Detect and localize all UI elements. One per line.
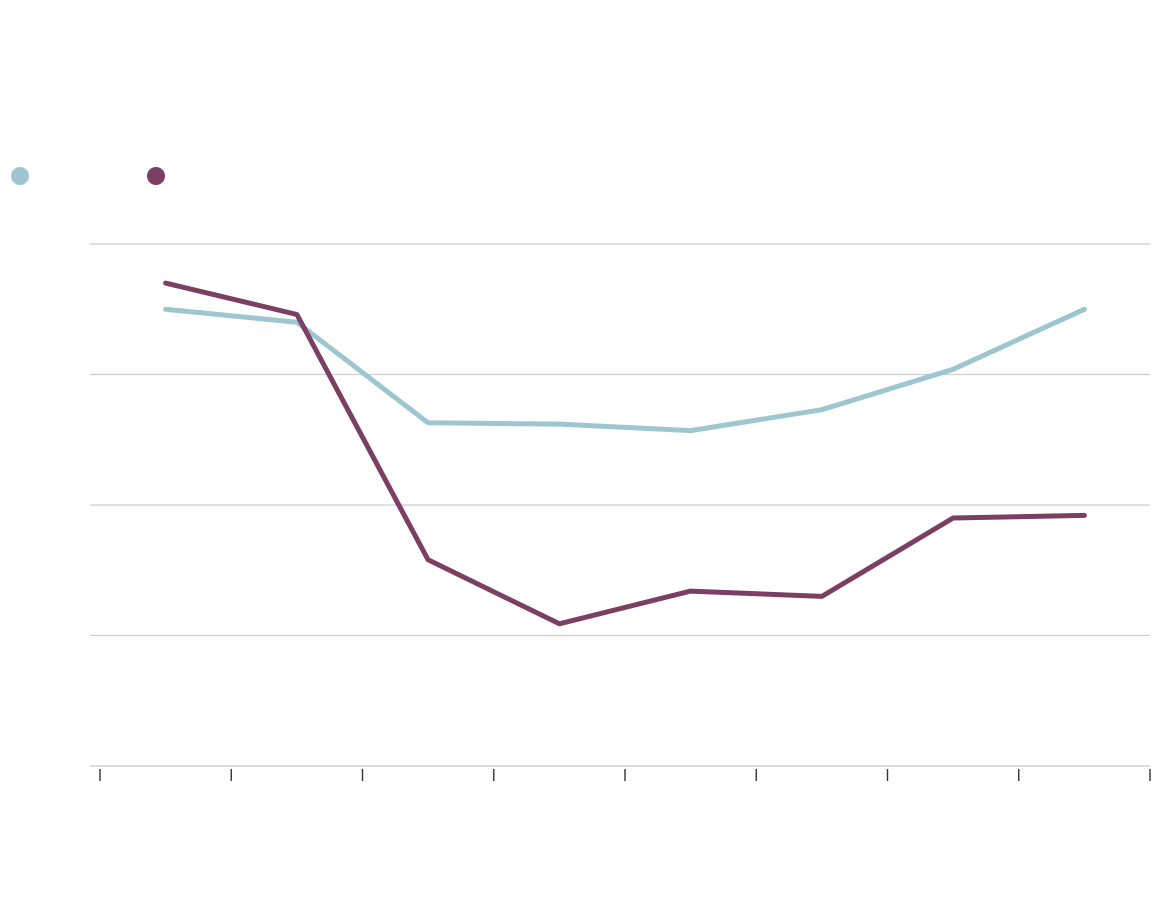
x-axis <box>99 769 1151 781</box>
series-line-2 <box>163 280 1087 627</box>
grid <box>90 243 1150 767</box>
series-line-1 <box>163 306 1087 434</box>
legend-marker-2 <box>147 167 165 185</box>
plot-area <box>163 280 1087 627</box>
legend <box>11 167 165 185</box>
legend-marker-1 <box>11 167 29 185</box>
